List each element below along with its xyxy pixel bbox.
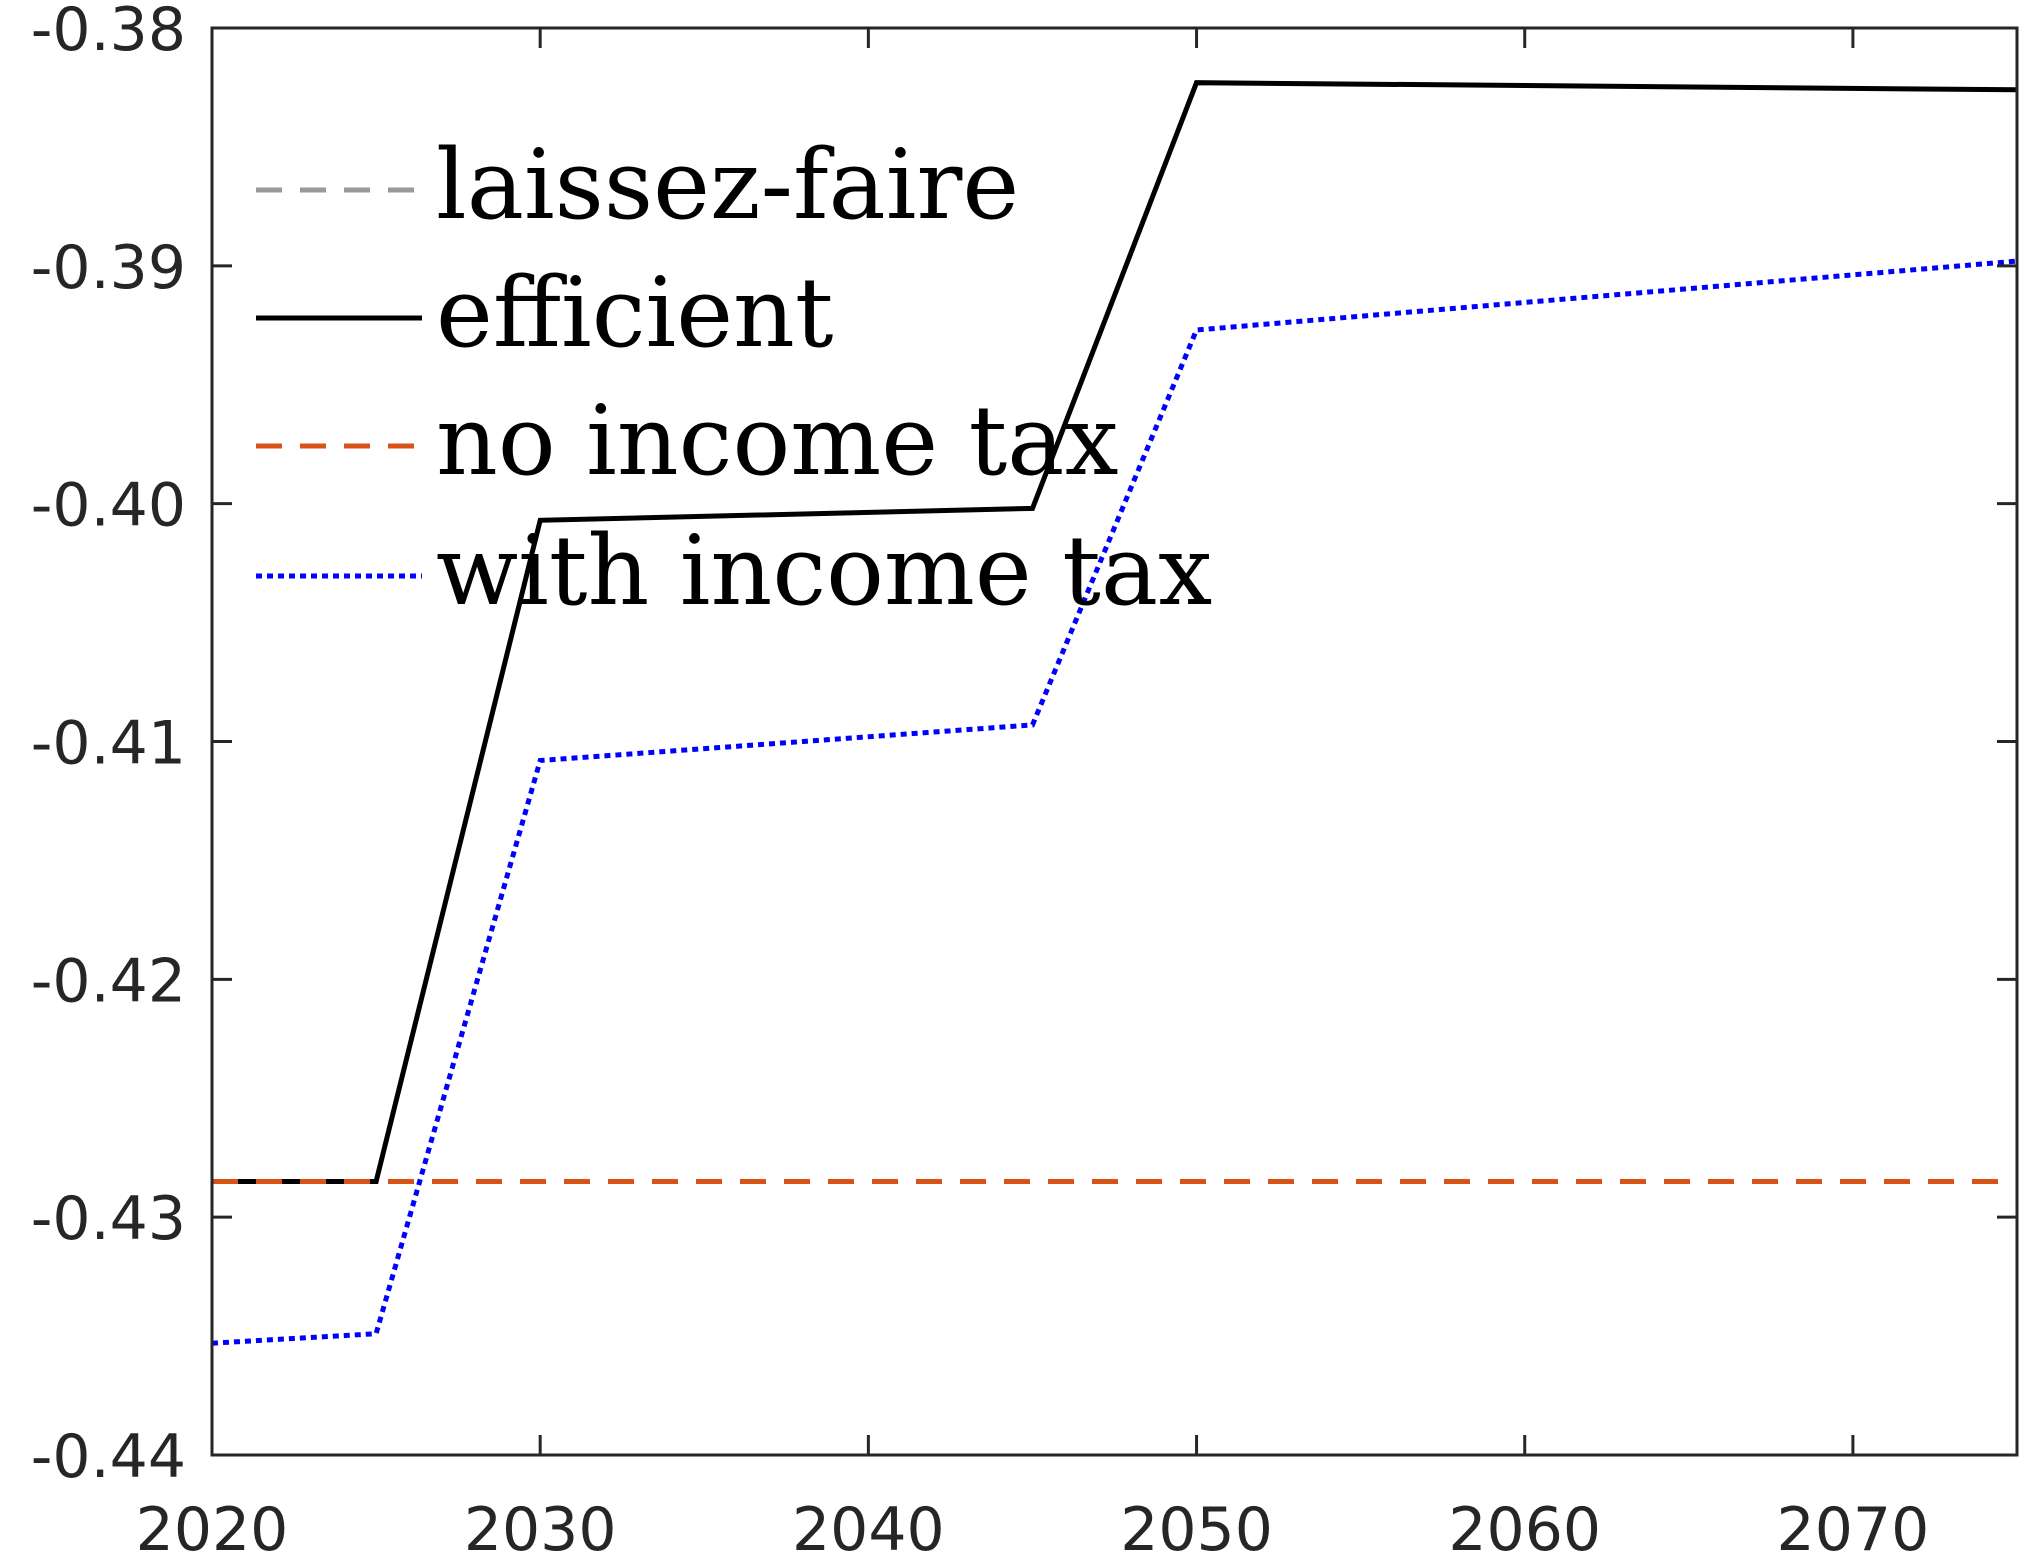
legend: laissez-faire efficient no income tax with …: [256, 129, 1212, 627]
legend-label-no-income-tax: no income tax: [436, 385, 1119, 497]
y-tick-label: -0.40: [31, 471, 186, 541]
y-tick-label: -0.44: [31, 1422, 186, 1492]
legend-label-with-income-tax: with income tax: [436, 515, 1212, 627]
legend-label-efficient: efficient: [436, 257, 833, 369]
series-line-with-income-tax: [211, 258, 2018, 1346]
tick-labels-layer: 2020 2030 2040 2050 2060 2070 -0.38 -0.39 -0.40 -…: [31, 0, 1930, 1554]
series-layer: [211, 80, 2018, 1346]
legend-label-laissez-faire: laissez-faire: [436, 129, 1019, 241]
x-tick-label: 2020: [136, 1495, 289, 1554]
y-tick-label: -0.38: [31, 0, 186, 65]
x-tick-label: 2070: [1777, 1495, 1930, 1554]
y-tick-label: -0.39: [31, 233, 186, 303]
y-tick-label: -0.43: [31, 1184, 186, 1254]
x-tick-label: 2040: [792, 1495, 945, 1554]
series-line-efficient: [212, 80, 2018, 1184]
x-tick-label: 2030: [464, 1495, 617, 1554]
y-tick-label: -0.41: [31, 709, 186, 779]
ticks-layer: [210, 26, 2017, 1457]
x-tick-label: 2050: [1120, 1495, 1273, 1554]
x-tick-label: 2060: [1448, 1495, 1601, 1554]
y-tick-label: -0.42: [31, 946, 186, 1016]
